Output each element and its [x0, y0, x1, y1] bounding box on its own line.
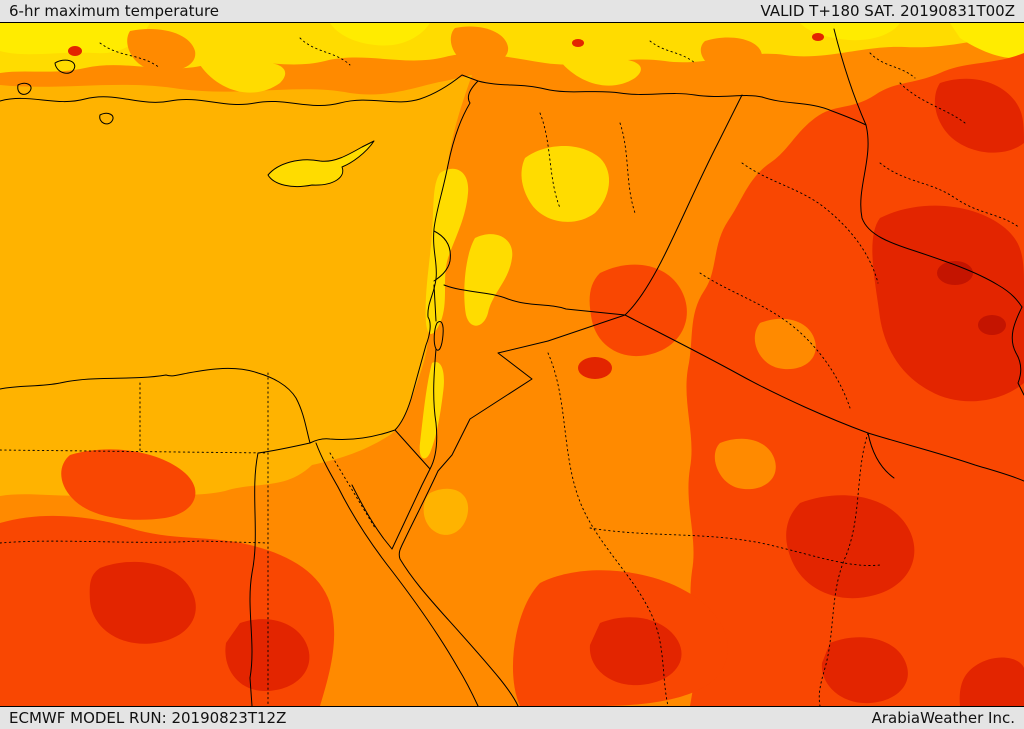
valid-time-label: VALID T+180 SAT. 20190831T00Z	[760, 2, 1015, 20]
country-borders	[0, 28, 1024, 706]
map-title: 6-hr maximum temperature	[9, 2, 220, 20]
header-bar: 6-hr maximum temperature VALID T+180 SAT…	[0, 0, 1024, 23]
model-run-label: ECMWF MODEL RUN: 20190823T12Z	[9, 709, 287, 727]
temperature-map	[0, 23, 1024, 706]
temperature-map-svg	[0, 23, 1024, 706]
footer-bar: ECMWF MODEL RUN: 20190823T12Z ArabiaWeat…	[0, 706, 1024, 729]
attribution-label: ArabiaWeather Inc.	[871, 709, 1015, 727]
temperature-fill-layers	[0, 23, 1024, 706]
admin-borders	[0, 37, 1021, 706]
